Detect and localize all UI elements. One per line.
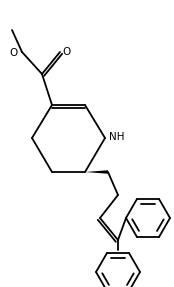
Text: O: O <box>10 48 18 58</box>
Text: O: O <box>62 47 70 57</box>
Polygon shape <box>85 170 108 174</box>
Text: NH: NH <box>109 132 125 142</box>
